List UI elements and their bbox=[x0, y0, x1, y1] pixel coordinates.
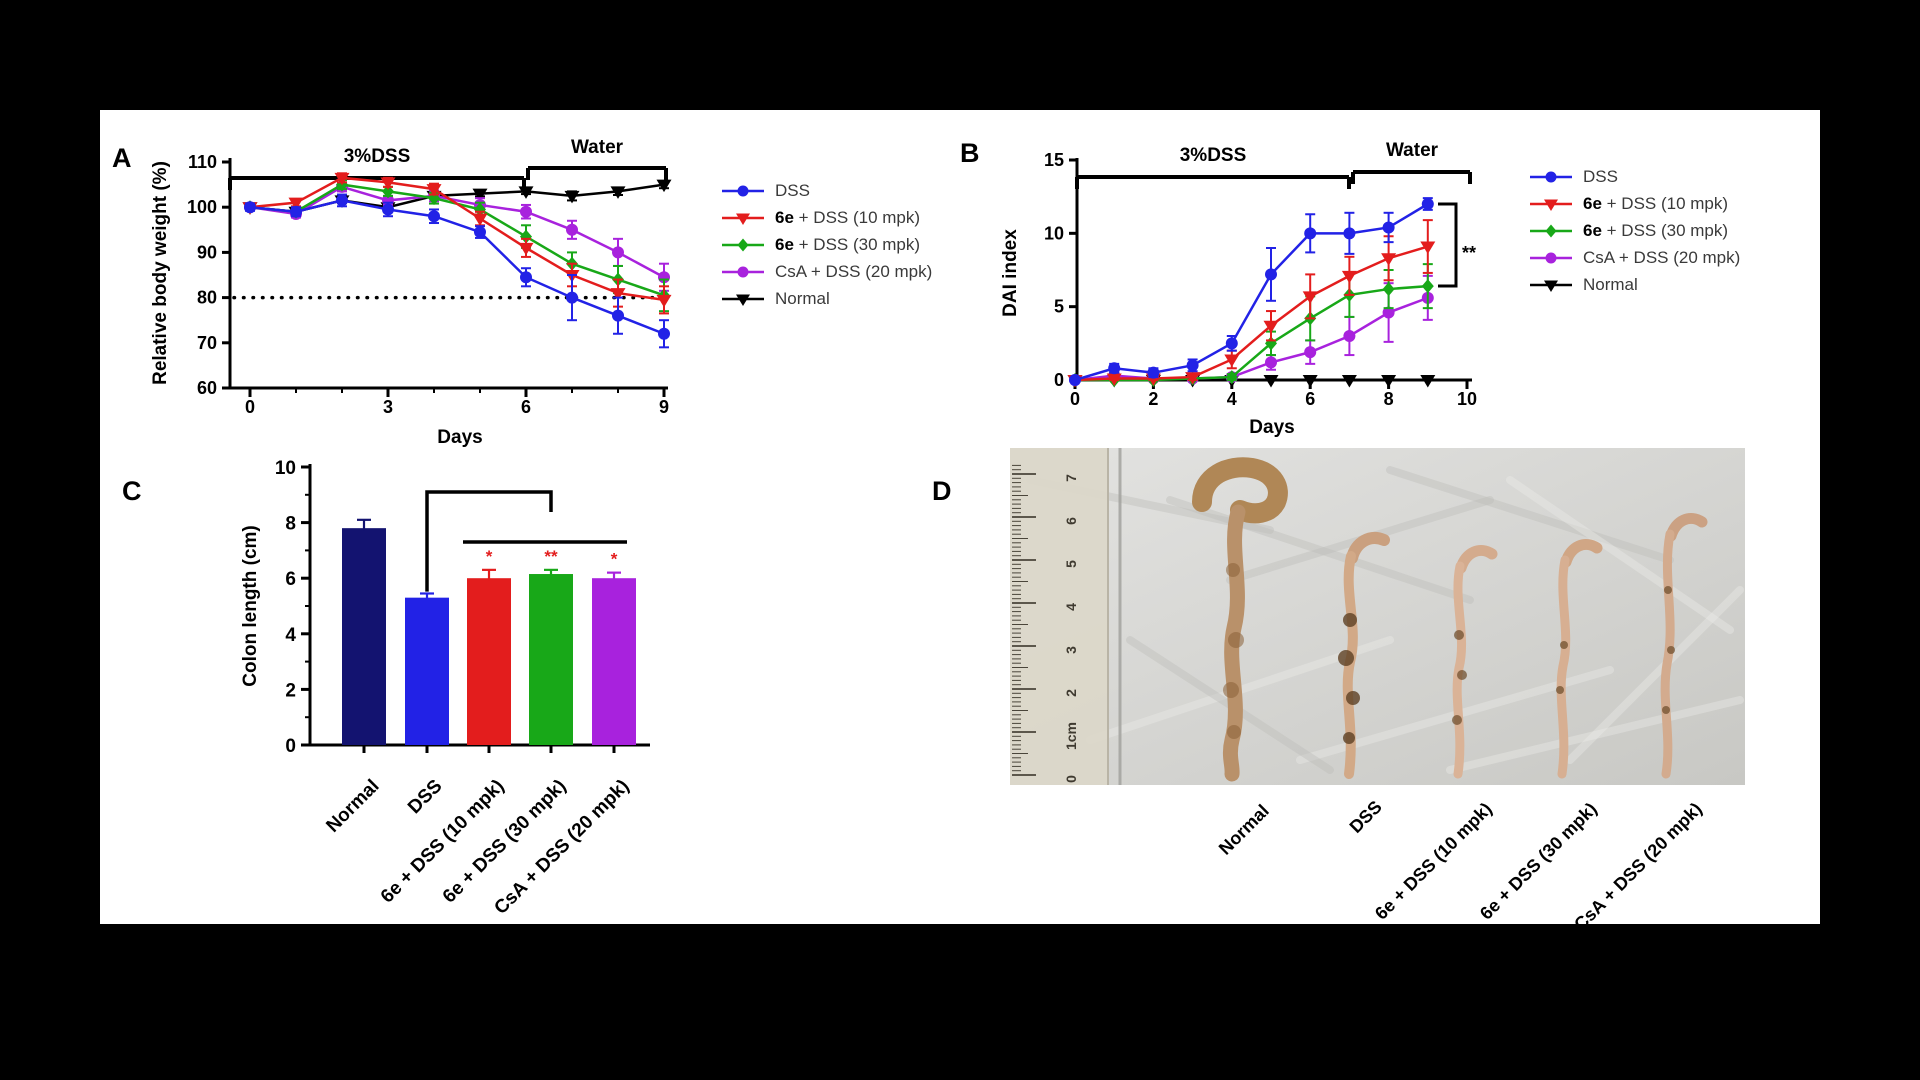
panel-b-legend: DSS 6e + DSS (10 mpk) 6e + DSS (30 mpk) CsA… bbox=[1528, 166, 1740, 296]
svg-text:6: 6 bbox=[1305, 389, 1315, 409]
legend-item-label: Normal bbox=[775, 289, 830, 308]
svg-text:*: * bbox=[611, 550, 618, 569]
svg-text:Water: Water bbox=[1386, 140, 1439, 161]
legend-item: 6e + DSS (30 mpk) bbox=[1528, 220, 1740, 242]
legend-item: DSS bbox=[1528, 166, 1740, 188]
svg-text:Relative body weight (%): Relative body weight (%) bbox=[150, 161, 171, 385]
svg-text:8: 8 bbox=[1384, 389, 1394, 409]
svg-text:1cm: 1cm bbox=[1063, 722, 1079, 750]
svg-text:**: ** bbox=[1462, 243, 1476, 263]
legend-item-label: CsA + DSS (20 mpk) bbox=[775, 262, 933, 281]
legend-item-label: DSS bbox=[1583, 167, 1618, 186]
legend-item-label: 6e + DSS (10 mpk) bbox=[1583, 194, 1729, 213]
svg-text:DSS: DSS bbox=[404, 776, 446, 818]
svg-text:7: 7 bbox=[1063, 474, 1079, 482]
svg-text:6e + DSS (30 mpk): 6e + DSS (30 mpk) bbox=[439, 776, 571, 908]
legend-item-label: 6e + DSS (10 mpk) bbox=[775, 208, 921, 227]
legend-item: 6e + DSS (30 mpk) bbox=[720, 234, 932, 256]
circle-legend-marker-icon bbox=[1530, 252, 1572, 264]
svg-text:9: 9 bbox=[659, 397, 669, 417]
legend-item-label: 6e + DSS (30 mpk) bbox=[775, 235, 921, 254]
svg-text:Normal: Normal bbox=[322, 776, 383, 837]
triangle-down-legend-marker-icon bbox=[1530, 199, 1572, 211]
circle-legend-marker-icon bbox=[722, 185, 764, 197]
svg-text:0: 0 bbox=[285, 736, 296, 757]
svg-text:*: * bbox=[486, 547, 493, 566]
figure-canvas: A 3%DSS Water 60 70 80 90 100 110 0 3 6 9 Days Relati… bbox=[100, 110, 1820, 934]
svg-text:5: 5 bbox=[1063, 560, 1079, 568]
panel-a-label: A bbox=[112, 143, 133, 173]
circle-legend-marker-icon bbox=[722, 266, 764, 278]
svg-text:6e + DSS (30 mpk): 6e + DSS (30 mpk) bbox=[1476, 799, 1601, 924]
svg-text:Days: Days bbox=[1249, 417, 1294, 438]
svg-text:10: 10 bbox=[275, 458, 296, 479]
legend-item: Normal bbox=[1528, 274, 1740, 296]
svg-text:90: 90 bbox=[197, 242, 217, 262]
svg-text:Colon length (cm): Colon length (cm) bbox=[240, 525, 261, 686]
svg-text:**: ** bbox=[544, 547, 558, 566]
svg-text:4: 4 bbox=[285, 625, 296, 646]
svg-text:10: 10 bbox=[1457, 389, 1477, 409]
svg-text:3%DSS: 3%DSS bbox=[1180, 145, 1247, 166]
svg-text:2: 2 bbox=[1063, 689, 1079, 697]
svg-text:0: 0 bbox=[245, 397, 255, 417]
panel-d-label: D bbox=[932, 476, 953, 506]
svg-text:DAI index: DAI index bbox=[1000, 229, 1021, 317]
diamond-legend-marker-icon bbox=[722, 238, 764, 252]
legend-item: Normal bbox=[720, 288, 932, 310]
svg-text:5: 5 bbox=[1054, 297, 1064, 317]
svg-text:110: 110 bbox=[188, 152, 217, 172]
svg-text:15: 15 bbox=[1044, 150, 1064, 170]
svg-text:6: 6 bbox=[285, 569, 296, 590]
panel-b-label: B bbox=[960, 138, 981, 168]
svg-text:3%DSS: 3%DSS bbox=[344, 146, 411, 167]
triangle-down-legend-marker-icon bbox=[722, 294, 764, 306]
svg-text:Water: Water bbox=[571, 137, 624, 158]
panel-a-chart: 3%DSS Water 60 70 80 90 100 110 0 3 6 9 Days Relative… bbox=[150, 137, 672, 448]
svg-text:10: 10 bbox=[1044, 223, 1064, 243]
svg-text:Normal: Normal bbox=[1215, 801, 1273, 859]
svg-text:0: 0 bbox=[1054, 370, 1064, 390]
panel-a-legend: DSS 6e + DSS (10 mpk) 6e + DSS (30 mpk) CsA… bbox=[720, 180, 932, 310]
svg-text:6: 6 bbox=[521, 397, 531, 417]
svg-text:4: 4 bbox=[1227, 389, 1237, 409]
svg-text:0: 0 bbox=[1063, 775, 1079, 783]
svg-text:3: 3 bbox=[383, 397, 393, 417]
svg-text:2: 2 bbox=[1148, 389, 1158, 409]
svg-text:Days: Days bbox=[437, 427, 482, 448]
legend-item: 6e + DSS (10 mpk) bbox=[1528, 193, 1740, 215]
legend-item: CsA + DSS (20 mpk) bbox=[720, 261, 932, 283]
legend-item: CsA + DSS (20 mpk) bbox=[1528, 247, 1740, 269]
svg-text:3: 3 bbox=[1063, 646, 1079, 654]
svg-text:8: 8 bbox=[285, 514, 296, 535]
legend-item-label: DSS bbox=[775, 181, 810, 200]
svg-text:4: 4 bbox=[1063, 603, 1079, 611]
svg-text:80: 80 bbox=[197, 288, 217, 308]
circle-legend-marker-icon bbox=[1530, 171, 1572, 183]
svg-text:0: 0 bbox=[1070, 389, 1080, 409]
triangle-down-legend-marker-icon bbox=[722, 213, 764, 225]
svg-text:2: 2 bbox=[285, 680, 296, 701]
panel-b-chart: 3%DSS Water 0 5 10 15 0 2 4 6 8 10 Days DAI index ** bbox=[1000, 140, 1477, 438]
svg-text:DSS: DSS bbox=[1346, 797, 1386, 837]
svg-text:100: 100 bbox=[187, 197, 217, 217]
panel-c-label: C bbox=[122, 476, 143, 506]
diamond-legend-marker-icon bbox=[1530, 224, 1572, 238]
svg-text:60: 60 bbox=[197, 378, 217, 398]
legend-item: 6e + DSS (10 mpk) bbox=[720, 207, 932, 229]
svg-text:6e + DSS (10 mpk): 6e + DSS (10 mpk) bbox=[1371, 799, 1496, 924]
legend-item-label: 6e + DSS (30 mpk) bbox=[1583, 221, 1729, 240]
svg-text:70: 70 bbox=[197, 333, 217, 353]
triangle-down-legend-marker-icon bbox=[1530, 280, 1572, 292]
svg-text:6: 6 bbox=[1063, 517, 1079, 525]
legend-item: DSS bbox=[720, 180, 932, 202]
legend-item-label: Normal bbox=[1583, 275, 1638, 294]
legend-item-label: CsA + DSS (20 mpk) bbox=[1583, 248, 1741, 267]
